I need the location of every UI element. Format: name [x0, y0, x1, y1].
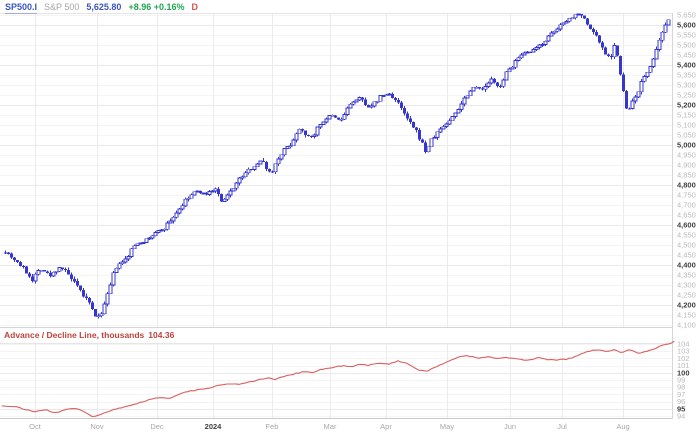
svg-text:4,350: 4,350: [677, 271, 696, 280]
svg-text:May: May: [440, 422, 454, 431]
svg-text:4,100: 4,100: [677, 321, 696, 330]
svg-text:4,250: 4,250: [677, 291, 696, 300]
svg-text:5,050: 5,050: [677, 131, 696, 140]
indicator-value: 104.36: [148, 330, 175, 340]
svg-text:96: 96: [677, 397, 685, 406]
svg-text:5,550: 5,550: [677, 31, 696, 40]
svg-text:4,750: 4,750: [677, 191, 696, 200]
svg-text:Mar: Mar: [324, 422, 337, 431]
svg-text:5,100: 5,100: [677, 121, 696, 130]
svg-text:94: 94: [677, 412, 685, 421]
svg-text:Oct: Oct: [29, 422, 42, 431]
svg-text:4,650: 4,650: [677, 211, 696, 220]
main-grid: [0, 13, 672, 327]
indicator-title[interactable]: Advance / Decline Line, thousands 104.36: [4, 330, 174, 341]
svg-text:4,900: 4,900: [677, 161, 696, 170]
svg-text:5,450: 5,450: [677, 51, 696, 60]
svg-text:4,600: 4,600: [677, 221, 696, 230]
svg-text:Jun: Jun: [504, 422, 516, 431]
svg-text:4,450: 4,450: [677, 251, 696, 260]
price-axis-labels: 4,1004,1504,2004,2504,3004,3504,4004,450…: [677, 11, 696, 330]
svg-text:Feb: Feb: [266, 422, 279, 431]
time-axis-labels: Oct Nov Dec 2024 Feb Mar Apr May Jun Jul Aug: [29, 422, 630, 431]
svg-text:4,800: 4,800: [677, 181, 696, 190]
price-change: +8.96 +0.16%: [128, 2, 185, 12]
svg-text:4,700: 4,700: [677, 201, 696, 210]
svg-text:5,300: 5,300: [677, 81, 696, 90]
interval-button[interactable]: D: [191, 2, 199, 12]
svg-text:4,400: 4,400: [677, 261, 696, 270]
svg-text:103: 103: [677, 347, 690, 356]
svg-text:4,850: 4,850: [677, 171, 696, 180]
svg-text:95: 95: [677, 404, 685, 413]
svg-text:4,950: 4,950: [677, 151, 696, 160]
svg-text:Nov: Nov: [90, 422, 104, 431]
svg-text:101: 101: [677, 361, 690, 370]
instrument-name: S&P 500: [44, 2, 80, 12]
svg-text:4,550: 4,550: [677, 231, 696, 240]
svg-text:5,200: 5,200: [677, 101, 696, 110]
svg-text:4,500: 4,500: [677, 241, 696, 250]
svg-text:Aug: Aug: [616, 422, 629, 431]
svg-text:5,350: 5,350: [677, 71, 696, 80]
svg-text:Dec: Dec: [150, 422, 164, 431]
svg-text:104: 104: [677, 340, 690, 349]
lower-grid: [0, 343, 672, 418]
symbol-header: SP500.I S&P 500 5,625.80 +8.96 +0.16% D: [5, 1, 199, 14]
svg-text:99: 99: [677, 376, 685, 385]
indicator-axis[interactable]: [672, 343, 700, 418]
svg-text:5,500: 5,500: [677, 41, 696, 50]
last-price: 5,625.80: [86, 2, 122, 12]
price-axis[interactable]: [672, 13, 700, 327]
candles: [4, 13, 671, 319]
svg-text:5,250: 5,250: [677, 91, 696, 100]
ad-line: [1, 340, 675, 418]
svg-text:Apr: Apr: [380, 422, 392, 431]
svg-text:4,200: 4,200: [677, 301, 696, 310]
svg-text:97: 97: [677, 390, 685, 399]
svg-text:Jul: Jul: [557, 422, 567, 431]
time-axis[interactable]: [0, 419, 672, 435]
svg-text:98: 98: [677, 383, 685, 392]
symbol-label[interactable]: SP500.I: [5, 2, 38, 14]
svg-text:5,600: 5,600: [677, 21, 696, 30]
svg-text:4,300: 4,300: [677, 281, 696, 290]
svg-text:5,650: 5,650: [677, 11, 696, 20]
indicator-label: Advance / Decline Line, thousands: [4, 330, 145, 340]
svg-text:5,400: 5,400: [677, 61, 696, 70]
panel-borders: [0, 13, 673, 419]
svg-text:5,000: 5,000: [677, 141, 696, 150]
svg-text:4,150: 4,150: [677, 311, 696, 320]
svg-text:5,150: 5,150: [677, 111, 696, 120]
svg-text:102: 102: [677, 354, 690, 363]
svg-text:100: 100: [677, 368, 690, 377]
svg-text:2024: 2024: [205, 422, 223, 431]
